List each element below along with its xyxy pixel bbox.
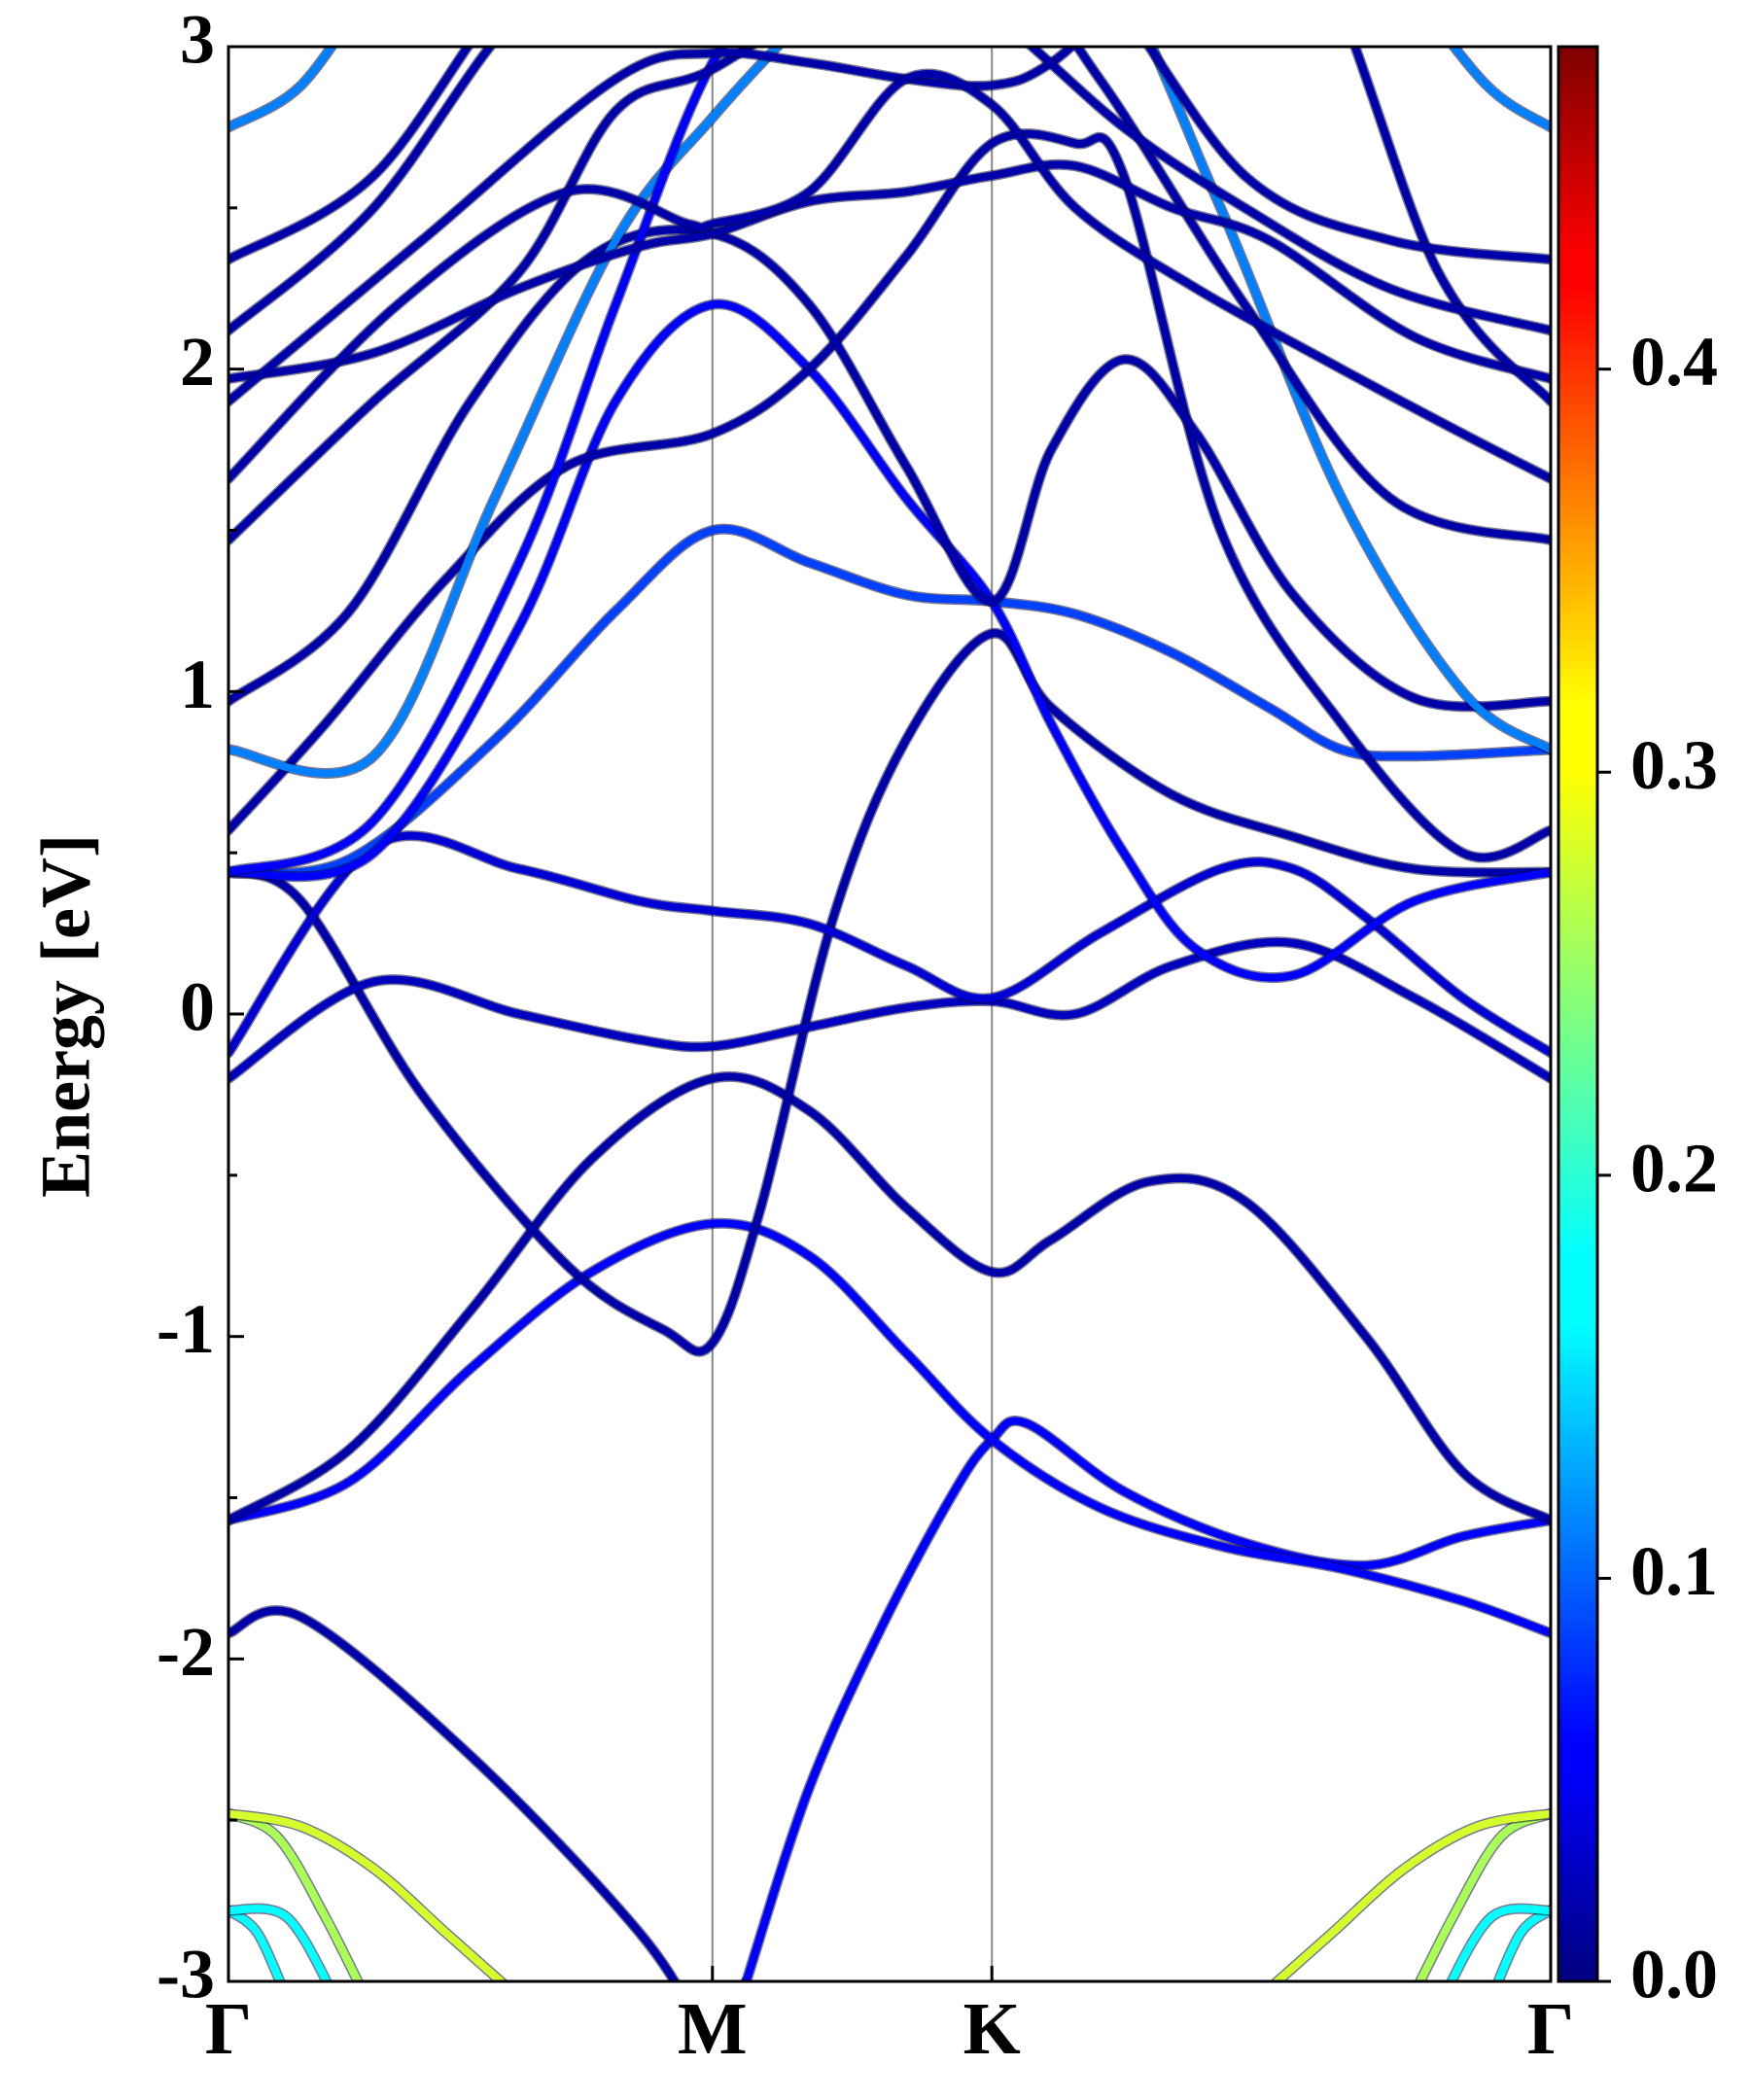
y-axis-ticks: 3 2 1 0 -1 -2 -3 [157, 1, 244, 2013]
y-tick-label: -3 [157, 1936, 215, 2013]
band-line [228, 1905, 332, 1981]
band-line [228, 47, 336, 131]
band-outline [228, 47, 1551, 407]
band-outline [228, 1605, 682, 1981]
band-line [742, 1978, 751, 1981]
band-line [228, 831, 1551, 1057]
x-tick-label: Γ [205, 1988, 252, 2070]
y-tick-label: 3 [180, 1, 215, 79]
colorbar-tick-label: 0.0 [1630, 1936, 1718, 2013]
bands-layer [228, 47, 1551, 1981]
band-outline [1447, 47, 1551, 133]
band-line [228, 226, 1551, 711]
colorbar-tick-label: 0.4 [1630, 323, 1718, 401]
y-tick-label: -2 [157, 1613, 215, 1691]
colorbar-tick-label: 0.1 [1630, 1532, 1718, 1610]
band-line [228, 47, 1551, 405]
band-line [228, 47, 1551, 263]
band-line [228, 1606, 680, 1981]
band-line [228, 47, 1551, 778]
band-line [1271, 1809, 1551, 1981]
y-tick-label: -1 [157, 1290, 215, 1368]
band-line [228, 1907, 285, 1981]
band-outline [228, 298, 1551, 984]
band-line [228, 47, 1551, 544]
y-axis-label: Energy [eV] [27, 834, 105, 1198]
band-line [1493, 1907, 1551, 1981]
band-line [228, 69, 1551, 483]
band-outline [228, 1905, 286, 1981]
colorbar-tick-label: 0.2 [1630, 1129, 1718, 1207]
band-line [228, 1219, 1551, 1637]
colorbar-gradient [1557, 45, 1599, 1983]
colorbar-ticks: 0.0 0.1 0.2 0.3 0.4 [1597, 323, 1718, 2013]
band-line [228, 299, 1551, 982]
x-tick-label: M [678, 1988, 748, 2070]
band-line [228, 525, 1551, 878]
colorbar-tick-label: 0.3 [1630, 726, 1718, 804]
x-tick-label: Γ [1527, 1988, 1574, 2070]
band-outline [228, 1070, 1551, 1526]
band-line [228, 129, 1551, 862]
band-outline [1492, 1905, 1551, 1981]
band-line [1449, 47, 1551, 131]
y-tick-label: 0 [180, 968, 215, 1046]
band-outline [228, 523, 1551, 879]
band-line [228, 937, 1551, 1083]
band-line [742, 1417, 1551, 1981]
x-tick-label: K [963, 1988, 1021, 2070]
y-tick-label: 1 [180, 646, 215, 723]
band-outline [228, 47, 338, 133]
band-line [228, 1809, 508, 1981]
colorbar: 0.0 0.1 0.2 0.3 0.4 [1557, 45, 1718, 2013]
high-symmetry-lines [711, 47, 994, 1981]
band-line [228, 1072, 1551, 1524]
band-line [228, 47, 1551, 334]
y-tick-label: 2 [180, 323, 215, 401]
band-outline [740, 1976, 752, 1981]
band-line [228, 47, 727, 877]
band-line [228, 160, 1551, 383]
band-line [1447, 1905, 1551, 1981]
band-line [228, 629, 1551, 1356]
